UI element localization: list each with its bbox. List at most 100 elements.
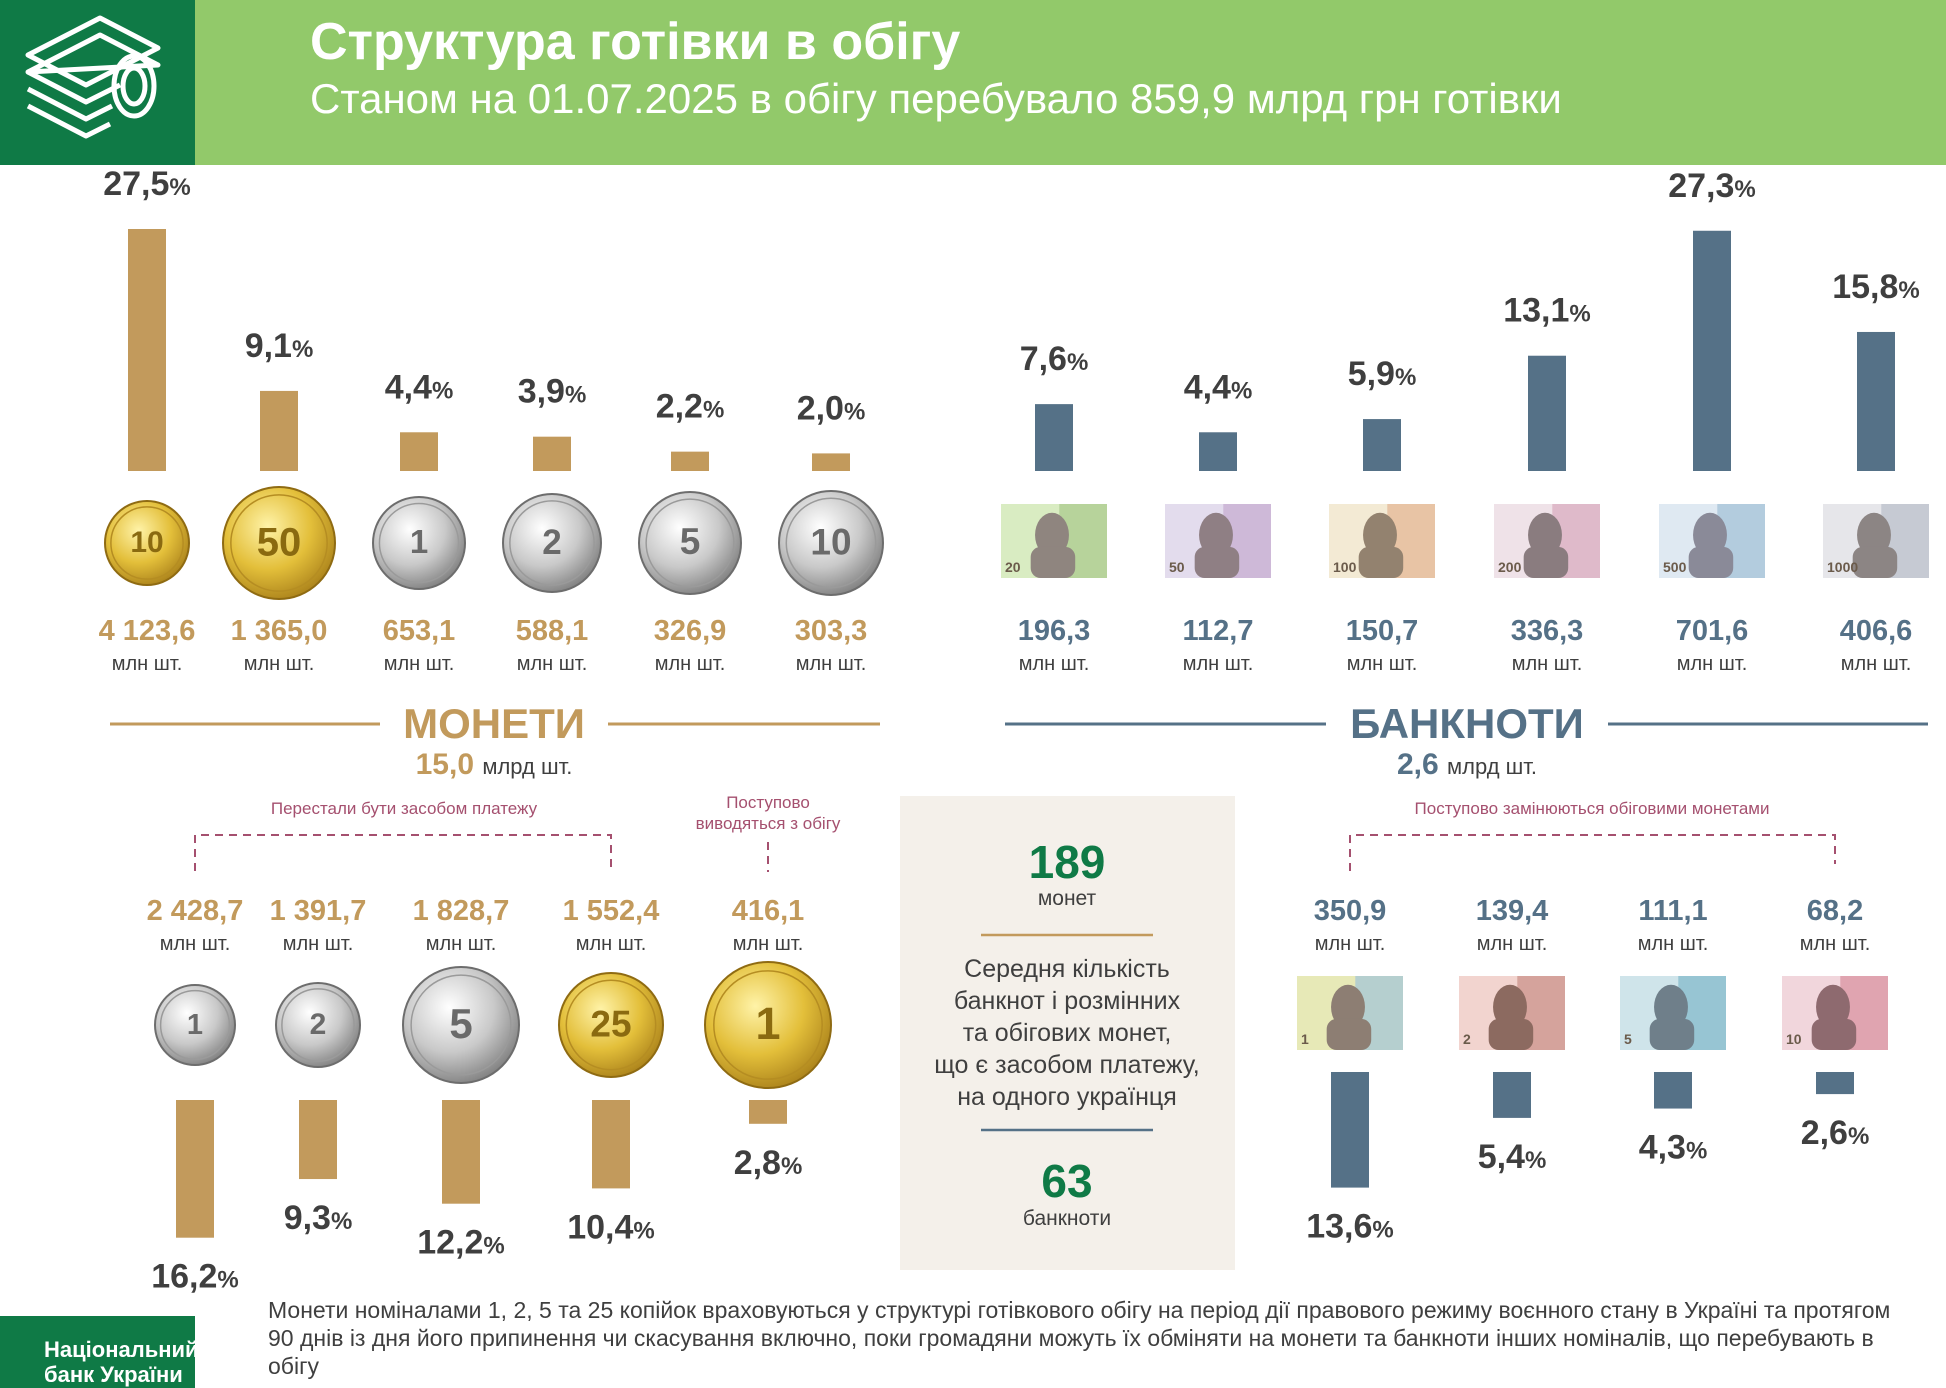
coin-2-rim xyxy=(378,502,460,584)
pct-label-old-coin-2: 12,2% xyxy=(417,1224,505,1262)
count-coin-0-unit: млн шт. xyxy=(112,653,183,675)
bracket-not-payment xyxy=(194,834,612,871)
coin-4: 5 xyxy=(638,491,742,595)
old-coin-1: 2 xyxy=(275,982,361,1068)
banknote-4-portrait-head xyxy=(1693,512,1727,558)
count-old-coin-4-value: 416,1 xyxy=(732,895,805,927)
coin-5-disc xyxy=(778,490,884,596)
count-note-0-value: 196,3 xyxy=(1018,615,1091,647)
banknote-3-portrait-head xyxy=(1528,512,1562,558)
nbu-logo xyxy=(0,1316,195,1388)
count-note-1-unit: млн шт. xyxy=(1183,653,1254,675)
old-banknote-0: 1 xyxy=(1297,976,1403,1050)
old-coin-3-denomination: 25 xyxy=(590,1003,631,1044)
coin-0-disc xyxy=(104,500,190,586)
count-coin-1-value: 1 365,0 xyxy=(231,615,328,647)
count-old-note-1-value: 139,4 xyxy=(1476,895,1549,927)
count-old-note-2-value: 111,1 xyxy=(1638,895,1707,927)
count-old-note-2-unit: млн шт. xyxy=(1638,933,1709,955)
old-coin-3-disc xyxy=(558,972,664,1078)
old-coin-0-denomination: 1 xyxy=(187,1009,203,1041)
header-band xyxy=(195,0,1946,165)
count-coin-0-value: 4 123,6 xyxy=(99,615,196,647)
coin-4-denomination: 5 xyxy=(680,521,701,562)
count-old-note-1-unit: млн шт. xyxy=(1477,933,1548,955)
banknote-4: 500 xyxy=(1659,504,1765,578)
bracket-label-withdrawn-line2: виводяться з обігу xyxy=(696,814,841,833)
count-coin-2-value: 653,1 xyxy=(383,615,456,647)
bracket-label-withdrawn-line1: Поступово xyxy=(726,793,810,812)
coin-4-rim xyxy=(645,498,735,588)
count-note-2-unit: млн шт. xyxy=(1347,653,1418,675)
old-coin-2-disc xyxy=(402,966,520,1084)
count-coin-4-unit: млн шт. xyxy=(655,653,726,675)
old-coin-1-rim xyxy=(281,988,355,1062)
coin-2-denomination: 1 xyxy=(410,523,428,560)
pct-label-coin-2: 4,4% xyxy=(385,368,454,406)
infobox-text-line-1: банкнот і розмінних xyxy=(954,987,1181,1015)
banknote-2-portrait-head xyxy=(1363,512,1397,558)
bar-note-0 xyxy=(1035,404,1073,471)
banknote-1-portrait-body xyxy=(1194,546,1240,578)
infobox-notes-label: банкноти xyxy=(1023,1207,1111,1230)
coin-0: 10 xyxy=(104,500,190,586)
bar-note-5 xyxy=(1857,331,1895,471)
old-coin-1-disc xyxy=(275,982,361,1068)
banknote-3: 200 xyxy=(1494,504,1600,578)
banknote-2-portrait-body xyxy=(1358,546,1404,578)
old-coin-0-rim xyxy=(159,989,231,1061)
bar-old-coin-0 xyxy=(176,1100,214,1238)
old-banknote-0-denomination: 1 xyxy=(1301,1031,1309,1047)
old-banknote-3-denomination: 10 xyxy=(1786,1031,1802,1047)
count-old-note-0-unit: млн шт. xyxy=(1315,933,1386,955)
pct-label-note-2: 5,9% xyxy=(1348,355,1417,393)
header-banner: Структура готівки в обігу Станом на 01.0… xyxy=(0,0,1946,165)
banknote-5-portrait-body xyxy=(1852,546,1898,578)
pct-label-old-coin-1: 9,3% xyxy=(284,1199,353,1237)
bar-note-3 xyxy=(1528,355,1566,471)
coin-4-disc xyxy=(638,491,742,595)
old-banknote-2-portrait-head xyxy=(1654,984,1688,1030)
bar-note-2 xyxy=(1363,419,1401,471)
bar-coin-0 xyxy=(128,229,166,471)
coin-1-denomination: 50 xyxy=(257,520,302,564)
average-per-capita-box xyxy=(900,796,1235,1270)
pct-label-note-0: 7,6% xyxy=(1020,340,1089,378)
bracket-label-replaced: Поступово замінюються обіговими монетами xyxy=(1415,799,1770,818)
coin-1: 50 xyxy=(222,486,336,600)
banknote-0-portrait-body xyxy=(1030,546,1076,578)
bar-old-coin-1 xyxy=(299,1100,337,1180)
count-old-coin-0-value: 2 428,7 xyxy=(147,895,244,927)
bar-old-note-3 xyxy=(1816,1072,1854,1095)
page-subtitle: Станом на 01.07.2025 в обігу перебувало … xyxy=(310,75,1562,122)
count-old-coin-2-value: 1 828,7 xyxy=(413,895,510,927)
count-coin-3-unit: млн шт. xyxy=(517,653,588,675)
banknote-3-portrait-body xyxy=(1523,546,1569,578)
pct-label-note-1: 4,4% xyxy=(1184,368,1253,406)
bar-old-note-2 xyxy=(1654,1072,1692,1109)
coin-3: 2 xyxy=(502,493,602,593)
count-coin-2-unit: млн шт. xyxy=(384,653,455,675)
count-old-note-3-value: 68,2 xyxy=(1807,895,1863,927)
bar-coin-3 xyxy=(533,436,571,471)
count-note-0-unit: млн шт. xyxy=(1019,653,1090,675)
old-coin-4-disc xyxy=(704,961,832,1089)
pct-label-old-note-0: 13,6% xyxy=(1306,1208,1394,1246)
coins-section-label: МОНЕТИ xyxy=(403,700,585,747)
count-note-3-unit: млн шт. xyxy=(1512,653,1583,675)
banknote-5-portrait-head xyxy=(1857,512,1891,558)
page-title: Структура готівки в обігу xyxy=(310,13,961,71)
coin-1-disc xyxy=(222,486,336,600)
pct-label-note-3: 13,1% xyxy=(1503,292,1591,330)
coin-3-denomination: 2 xyxy=(542,523,561,562)
pct-label-coin-0: 27,5% xyxy=(103,165,191,203)
count-note-2-value: 150,7 xyxy=(1346,615,1419,647)
bracket-label-not-payment: Перестали бути засобом платежу xyxy=(271,799,538,818)
count-old-coin-2-unit: млн шт. xyxy=(426,933,497,955)
old-coin-3: 25 xyxy=(558,972,664,1078)
infobox-text-line-3: що є засобом платежу, xyxy=(934,1051,1199,1079)
pct-label-coin-3: 3,9% xyxy=(518,373,587,411)
coin-5-denomination: 10 xyxy=(810,521,851,562)
banknote-0: 20 xyxy=(1001,504,1107,578)
count-old-coin-0-unit: млн шт. xyxy=(160,933,231,955)
